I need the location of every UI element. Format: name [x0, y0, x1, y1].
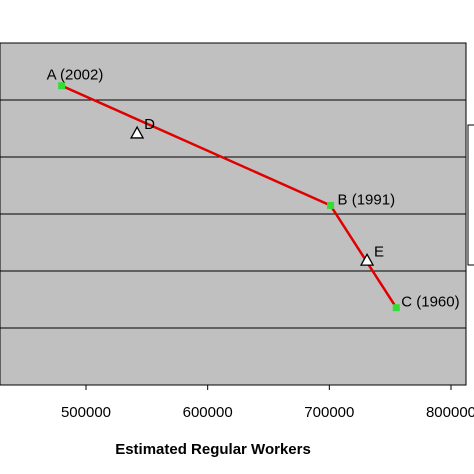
data-series: A (2002) B (1991) C (1960): [47, 67, 460, 312]
marker-label: E: [374, 243, 384, 260]
x-axis: 500000 600000 700000 800000: [61, 385, 474, 421]
x-tick-label: 700000: [304, 404, 354, 421]
data-point-label: A (2002): [47, 67, 104, 84]
marker-label: D: [144, 116, 155, 133]
data-point-label: B (1991): [338, 191, 396, 208]
triangle-marker: [359, 252, 375, 266]
gridlines: [0, 99, 466, 329]
x-tick-label: 500000: [61, 404, 111, 421]
data-point: [327, 201, 335, 209]
x-tick-label: 800000: [426, 404, 474, 421]
x-axis-title: Estimated Regular Workers: [115, 441, 311, 458]
data-markers: DE: [129, 116, 384, 266]
data-point: [58, 82, 66, 90]
data-point-label: C (1960): [401, 294, 459, 311]
data-point: [392, 304, 400, 312]
x-tick-label: 600000: [183, 404, 233, 421]
legend-box: [467, 124, 474, 266]
triangle-marker: [129, 125, 145, 139]
